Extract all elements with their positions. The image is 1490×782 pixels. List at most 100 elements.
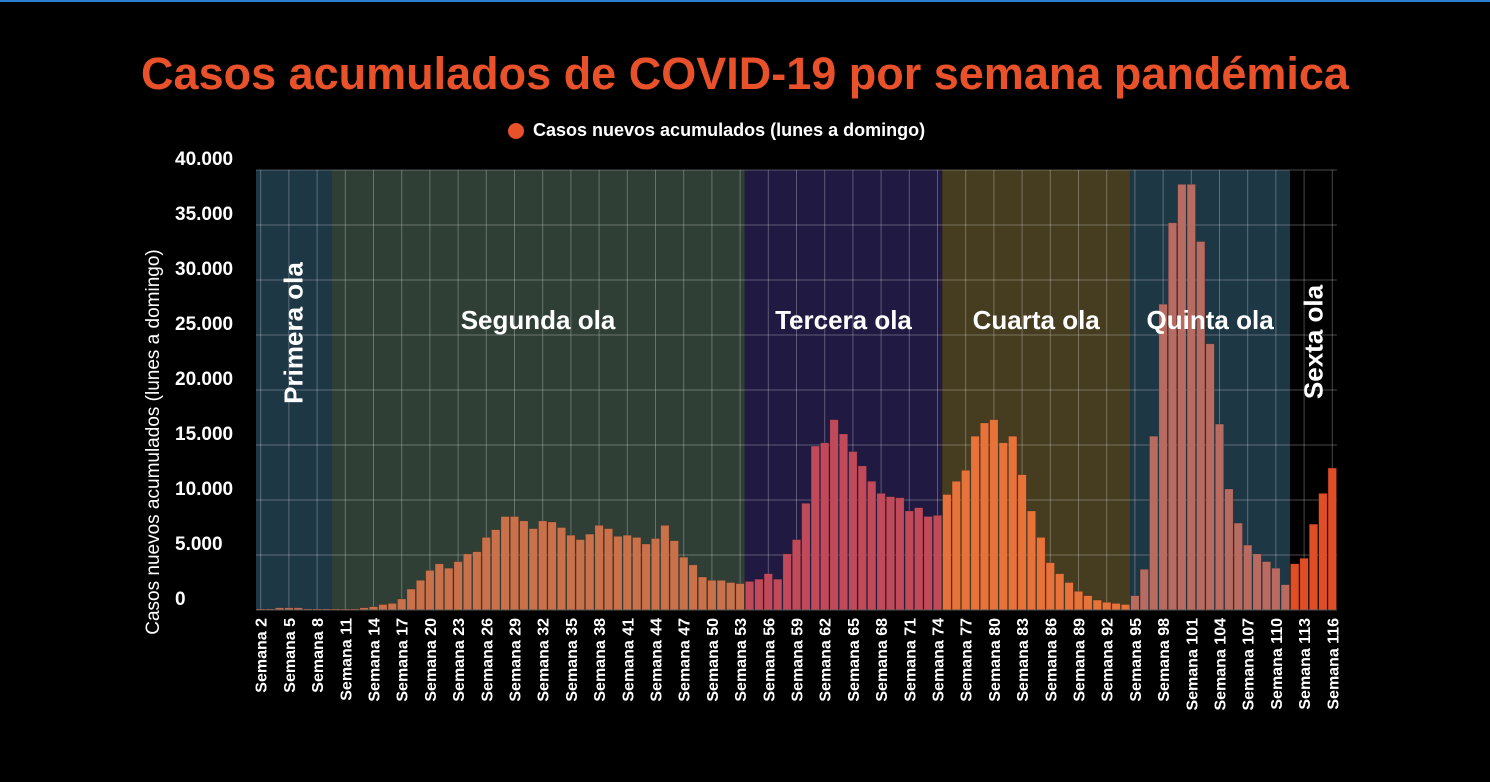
bar xyxy=(378,604,388,611)
y-tick-label: 15.000 xyxy=(175,424,233,445)
x-tick-label: Semana 29 xyxy=(508,618,525,702)
bar xyxy=(1130,595,1140,611)
bar xyxy=(726,582,736,611)
x-tick-label: Semana 53 xyxy=(733,618,750,702)
wave-label: Tercera ola xyxy=(775,305,912,335)
x-tick-label: Semana 68 xyxy=(874,618,891,702)
bar xyxy=(1083,595,1093,611)
bar xyxy=(660,524,670,611)
bar xyxy=(556,527,566,611)
bar xyxy=(434,563,444,611)
bar xyxy=(801,502,811,611)
x-tick-label: Semana 71 xyxy=(902,618,919,702)
y-tick-label: 0 xyxy=(175,589,186,610)
y-tick-label: 35.000 xyxy=(175,204,233,225)
x-tick-label: Semana 5 xyxy=(282,618,299,693)
bar xyxy=(1186,184,1196,611)
bar xyxy=(425,570,435,611)
bar xyxy=(547,521,557,611)
bar xyxy=(1027,510,1037,611)
bar xyxy=(632,537,642,611)
bar xyxy=(782,553,792,611)
x-tick-label: Semana 77 xyxy=(959,618,976,702)
x-tick-label: Semana 116 xyxy=(1325,618,1342,710)
bar xyxy=(773,578,783,611)
x-tick-label: Semana 2 xyxy=(254,618,271,693)
bar xyxy=(538,520,548,611)
bar xyxy=(444,567,454,611)
wave-label: Quinta ola xyxy=(1147,305,1275,335)
bar xyxy=(707,579,717,611)
wave-label: Cuarta ola xyxy=(973,305,1101,335)
bar xyxy=(622,534,632,611)
y-tick-label: 20.000 xyxy=(175,369,233,390)
bar xyxy=(923,516,933,611)
x-tick-label: Semana 83 xyxy=(1015,618,1032,702)
bar xyxy=(932,515,942,611)
bar xyxy=(810,445,820,611)
bar xyxy=(1196,241,1206,611)
top-border xyxy=(0,0,1490,2)
legend-marker xyxy=(508,122,524,139)
bar xyxy=(820,442,830,611)
bar xyxy=(829,419,839,611)
wave-label: Sexta ola xyxy=(1299,284,1329,399)
x-tick-label: Semana 50 xyxy=(705,618,722,702)
x-tick-label: Semana 47 xyxy=(677,618,694,702)
bar xyxy=(1008,435,1018,611)
x-tick-label: Semana 95 xyxy=(1128,618,1145,702)
wave-label: Segunda ola xyxy=(461,305,616,335)
bar xyxy=(509,516,519,611)
bar xyxy=(1299,557,1309,611)
bar xyxy=(979,422,989,611)
bar xyxy=(453,561,463,611)
y-tick-label: 30.000 xyxy=(175,259,233,280)
bar xyxy=(838,433,848,611)
bar xyxy=(1271,567,1281,611)
bar xyxy=(415,579,425,611)
bar xyxy=(406,588,416,611)
bar xyxy=(575,539,585,611)
bar xyxy=(697,576,707,611)
bar xyxy=(1205,343,1215,611)
x-tick-label: Semana 107 xyxy=(1241,618,1258,711)
bar xyxy=(904,510,914,611)
x-tick-label: Semana 110 xyxy=(1269,618,1286,710)
bar xyxy=(1243,544,1253,611)
y-tick-label: 40.000 xyxy=(175,149,233,170)
bar xyxy=(857,465,867,611)
bar xyxy=(688,564,698,611)
x-tick-label: Semana 38 xyxy=(592,618,609,702)
chart-title: Casos acumulados de COVID-19 por semana … xyxy=(141,48,1349,99)
bar xyxy=(1064,582,1074,611)
y-tick-label: 10.000 xyxy=(175,479,233,500)
bar xyxy=(500,516,510,611)
y-tick-label: 25.000 xyxy=(175,314,233,335)
bar xyxy=(942,494,952,611)
bar xyxy=(754,578,764,611)
bar xyxy=(1102,601,1112,611)
x-tick-label: Semana 89 xyxy=(1072,618,1089,702)
legend: Casos nuevos acumulados (lunes a domingo… xyxy=(508,120,925,141)
bar xyxy=(1327,467,1337,611)
bar xyxy=(1139,568,1149,611)
bar xyxy=(1149,435,1159,611)
bar xyxy=(641,543,651,611)
bar xyxy=(1233,522,1243,611)
bar xyxy=(613,535,623,611)
bar xyxy=(735,583,745,611)
x-tick-label: Semana 59 xyxy=(790,618,807,702)
bar xyxy=(669,540,679,611)
x-tick-label: Semana 17 xyxy=(395,618,412,702)
x-tick-label: Semana 74 xyxy=(931,618,948,702)
bar xyxy=(603,528,613,611)
bar xyxy=(1280,584,1290,611)
x-tick-label: Semana 104 xyxy=(1213,618,1230,711)
bar xyxy=(961,469,971,611)
y-tick-label: 5.000 xyxy=(175,534,223,555)
bar xyxy=(1290,563,1300,611)
bar xyxy=(1224,488,1234,611)
x-tick-label: Semana 32 xyxy=(536,618,553,702)
bar xyxy=(1177,184,1187,611)
